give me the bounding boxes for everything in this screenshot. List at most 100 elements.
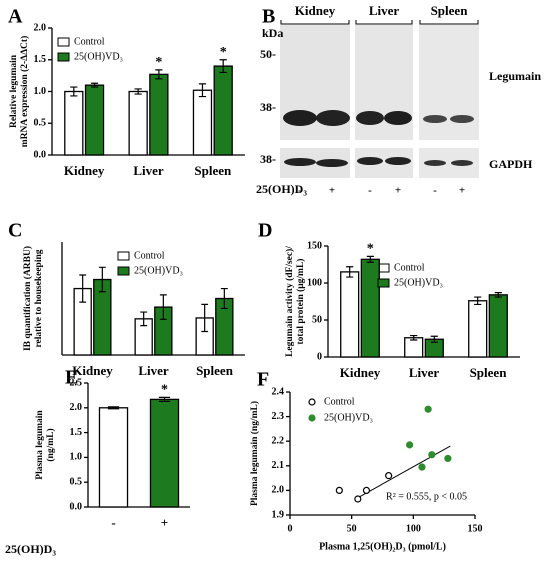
lane-label: + (459, 185, 465, 197)
marker-label: 50- (260, 47, 276, 61)
blot-panel: B Kidney Liver Spleen kDa 50- 38- 38- Le… (256, 3, 541, 197)
treatment-label: 25(OH)D₃ (256, 182, 307, 196)
x-tick-label: Spleen (470, 365, 508, 380)
point (418, 463, 426, 471)
band (316, 110, 350, 126)
panel-letter: A (8, 6, 23, 28)
lane-label: - (433, 185, 437, 197)
bar (149, 73, 169, 156)
error-bar (159, 294, 167, 320)
point (428, 451, 436, 459)
x-tick-label: Liver (133, 163, 164, 178)
legend-label: Control (324, 396, 355, 407)
point (406, 441, 414, 449)
panel-letter: B (262, 6, 275, 28)
band (284, 158, 316, 166)
error-bar (98, 266, 106, 293)
significance: * (367, 242, 374, 257)
x-tick-label: - (111, 515, 115, 530)
y-tick-label: 1.5 (70, 427, 83, 438)
x-tick-label: Spleen (194, 163, 232, 178)
bar (98, 407, 129, 508)
fit-line (357, 445, 451, 499)
y-tick-label: 2.4 (272, 386, 285, 397)
band (423, 115, 447, 123)
legend-swatch (57, 52, 70, 62)
panel-letter: D (258, 220, 272, 242)
bar (404, 337, 424, 358)
x-tick-label: Kidney (64, 163, 105, 178)
y-tick-label: 0.5 (70, 476, 83, 487)
y-axis-label: Legumain activity (dF/sec)/ (284, 246, 295, 357)
bar (84, 84, 105, 156)
x-tick-label: 150 (468, 523, 483, 534)
tissue-label: Kidney (295, 3, 336, 18)
y-axis-label: mRNA expression (2-ΔΔCt) (19, 36, 30, 147)
panel-letter: C (8, 220, 22, 242)
y-axis-label: Relative legumain (9, 54, 19, 128)
band (384, 111, 412, 125)
legend-label: Control (134, 250, 165, 261)
legend-swatch (117, 251, 130, 261)
band (356, 111, 384, 125)
y-tick-label: 1.9 (272, 509, 285, 520)
bar (64, 90, 84, 156)
error-bar (198, 83, 207, 98)
y-tick-label: 1.5 (34, 54, 47, 65)
error-bar (410, 334, 418, 341)
error-bar (90, 82, 99, 88)
y-tick-label: 0.5 (34, 118, 47, 129)
kda-label: kDa (262, 26, 283, 40)
error-bar (140, 311, 148, 327)
band (357, 157, 383, 165)
x-axis-label: Plasma 1,25(OH)₂D₃ (pmol/L) (319, 541, 446, 552)
x-tick-label: 50 (347, 523, 357, 534)
significance: * (161, 383, 168, 398)
x-tick-label: Kidney (340, 365, 381, 380)
y-tick-label: 0.0 (34, 149, 47, 160)
bar (149, 398, 180, 508)
y-tick-label: 50 (312, 314, 322, 325)
error-bar (155, 69, 163, 80)
y-tick-label: 0.0 (70, 501, 83, 512)
x-axis-label: 25(OH)D₃ (5, 542, 56, 556)
annotation: R² = 0.555, p < 0.05 (386, 491, 467, 502)
protein-label: GAPDH (489, 157, 533, 171)
point (444, 454, 452, 463)
x-tick-label: Liver (409, 365, 440, 380)
bar (360, 258, 380, 358)
error-bar (366, 255, 374, 263)
band (424, 160, 446, 166)
legend-label: Control (74, 36, 105, 47)
band (451, 160, 473, 166)
y-axis-label: (ng/mL) (45, 428, 56, 461)
panel-letter: E (65, 367, 78, 389)
band (316, 159, 348, 167)
y-tick-label: 2.0 (70, 402, 83, 413)
lane-label: + (329, 185, 335, 197)
legend-swatch (117, 266, 130, 276)
error-bar (219, 59, 227, 74)
point (335, 486, 343, 494)
point (354, 495, 362, 503)
error-bar (201, 303, 209, 333)
error-bar (220, 287, 228, 310)
bracket (280, 20, 479, 25)
bar (340, 271, 360, 358)
legend-swatch (57, 37, 70, 47)
error-bar (430, 335, 438, 343)
band (283, 110, 317, 126)
legend-marker (308, 414, 316, 422)
tissue-label: Liver (369, 3, 400, 18)
legend-label: 25(OH)VD₃ (394, 277, 443, 288)
marker-label: 38- (260, 152, 276, 166)
lane-label: - (368, 185, 372, 197)
legend-marker (308, 398, 316, 406)
band (385, 157, 411, 165)
bar (128, 90, 148, 156)
significance: * (155, 55, 162, 70)
error-bar (134, 88, 142, 95)
tissue-label: Spleen (431, 3, 469, 18)
y-tick-label: 2.5 (70, 377, 83, 388)
